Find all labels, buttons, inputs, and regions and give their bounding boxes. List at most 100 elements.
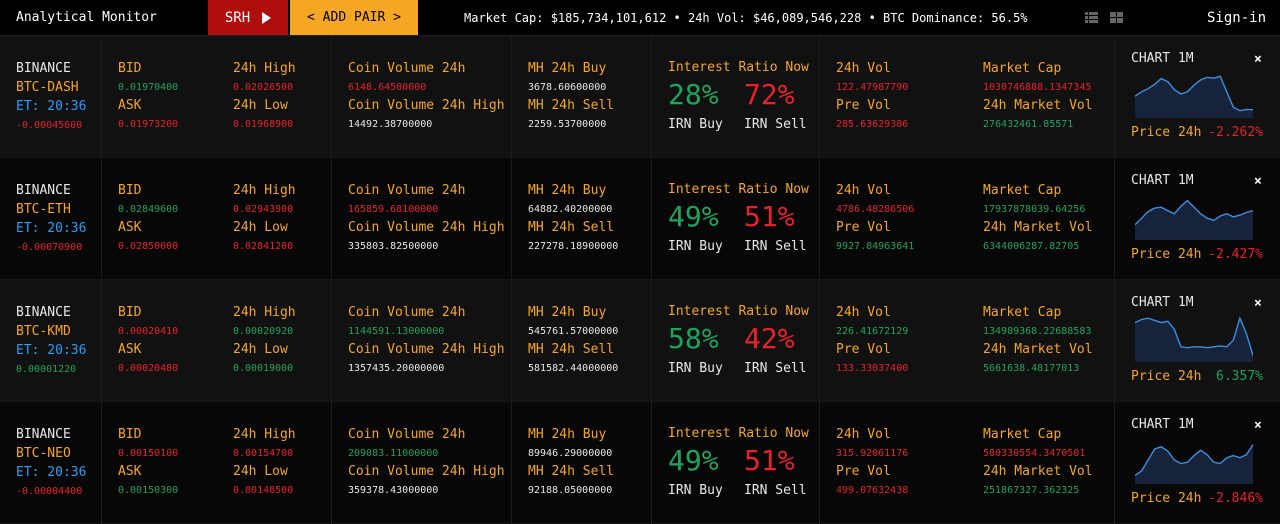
bid-ask-cell: BID 0.01970400 ASK 0.01973200 24h High 0…: [102, 36, 332, 157]
mcap-value: 580330554.3470501: [983, 448, 1086, 459]
mcap-label: Market Cap: [983, 61, 1062, 76]
mcap-vol-value: 276432461.85571: [983, 119, 1074, 130]
mh-buy-label: MH 24h Buy: [528, 427, 607, 442]
vol-value: 122.47987790: [836, 82, 909, 93]
mh-buy-value: 3678.60600000: [528, 82, 607, 93]
irn-title: Interest Ratio Now: [668, 60, 809, 75]
bid-value: 0.01970400: [118, 82, 179, 93]
add-pair-button[interactable]: < ADD PAIR >: [290, 0, 418, 35]
irn-buy-percent: 49%: [668, 200, 719, 233]
interest-ratio-cell: Interest Ratio Now 28% 72% IRN Buy IRN S…: [652, 36, 820, 157]
irn-sell-label: IRN Sell: [744, 483, 807, 498]
coin-vol-label: Coin Volume 24h: [348, 61, 466, 76]
coin-vol-high-value: 14492.38700000: [348, 119, 433, 130]
market-ticker: Market Cap: $185,734,101,612 • 24h Vol: …: [464, 11, 1028, 25]
pair-info-cell: BINANCE BTC-KMD ET: 20:36 0.00001220: [0, 280, 102, 401]
sparkline-line: [1135, 199, 1253, 226]
mh-sell-value: 2259.53700000: [528, 119, 607, 130]
pre-vol-label: Pre Vol: [836, 220, 891, 235]
pair-name[interactable]: BTC-NEO: [16, 446, 71, 461]
irn-buy-percent: 58%: [668, 322, 719, 355]
mcap-vol-value: 251867327.362325: [983, 485, 1080, 496]
volume-cap-cell: 24h Vol 226.41672129 Pre Vol 133.3303740…: [820, 280, 1115, 401]
et-time: ET: 20:36: [16, 221, 87, 236]
ask-label: ASK: [118, 342, 142, 357]
pair-name[interactable]: BTC-KMD: [16, 324, 71, 339]
mh-cell: MH 24h Buy 64882.40200000 MH 24h Sell 22…: [512, 158, 652, 279]
chart-title: CHART 1M: [1131, 295, 1194, 310]
sparkline-line: [1135, 316, 1253, 356]
low-label: 24h Low: [233, 342, 288, 357]
irn-title: Interest Ratio Now: [668, 304, 809, 319]
sparkline-line: [1135, 444, 1253, 476]
irn-sell-percent: 72%: [744, 78, 795, 111]
interest-ratio-cell: Interest Ratio Now 58% 42% IRN Buy IRN S…: [652, 280, 820, 401]
mcap-value: 134989368.22688583: [983, 326, 1092, 337]
bid-label: BID: [118, 427, 142, 442]
pair-name[interactable]: BTC-ETH: [16, 202, 71, 217]
close-icon[interactable]: ×: [1254, 52, 1262, 67]
vol-label: 24h Vol: [836, 183, 891, 198]
interest-ratio-cell: Interest Ratio Now 49% 51% IRN Buy IRN S…: [652, 402, 820, 523]
ask-label: ASK: [118, 220, 142, 235]
exchange-name: BINANCE: [16, 61, 71, 76]
pair-row: BINANCE BTC-DASH ET: 20:36 -0.00045600 B…: [0, 36, 1280, 158]
low-label: 24h Low: [233, 98, 288, 113]
view-toggle: [1085, 12, 1123, 23]
mh-buy-value: 89946.29000000: [528, 448, 613, 459]
mh-buy-value: 545761.57000000: [528, 326, 619, 337]
pair-row: BINANCE BTC-NEO ET: 20:36 -0.00004400 BI…: [0, 402, 1280, 524]
coin-vol-high-label: Coin Volume 24h High: [348, 98, 505, 113]
low-value: 0.00148500: [233, 485, 294, 496]
ask-value: 0.00020480: [118, 363, 179, 374]
pair-row: BINANCE BTC-KMD ET: 20:36 0.00001220 BID…: [0, 280, 1280, 402]
mh-cell: MH 24h Buy 545761.57000000 MH 24h Sell 5…: [512, 280, 652, 401]
coin-vol-high-value: 359378.43000000: [348, 485, 439, 496]
sparkline-chart: [1135, 444, 1253, 484]
coin-vol-high-value: 335803.82500000: [348, 241, 439, 252]
irn-sell-percent: 51%: [744, 444, 795, 477]
pairs-table: BINANCE BTC-DASH ET: 20:36 -0.00045600 B…: [0, 36, 1280, 524]
irn-title: Interest Ratio Now: [668, 182, 809, 197]
grid-view-icon[interactable]: [1110, 12, 1123, 23]
mcap-value: 1030746888.1347345: [983, 82, 1092, 93]
pre-vol-value: 499.07632438: [836, 485, 909, 496]
coin-vol-label: Coin Volume 24h: [348, 305, 466, 320]
ask-value: 0.02850000: [118, 241, 179, 252]
coin-volume-cell: Coin Volume 24h 165859.68100000 Coin Vol…: [332, 158, 512, 279]
mcap-vol-value: 5661638.48177013: [983, 363, 1080, 374]
close-icon[interactable]: ×: [1254, 174, 1262, 189]
bid-label: BID: [118, 305, 142, 320]
pre-vol-value: 9927.84963641: [836, 241, 915, 252]
pair-name[interactable]: BTC-DASH: [16, 80, 79, 95]
low-value: 0.01968900: [233, 119, 294, 130]
sparkline-area: [1135, 318, 1253, 362]
mcap-vol-value: 6344006287.82705: [983, 241, 1080, 252]
coin-vol-value: 6148.64500000: [348, 82, 427, 93]
ask-label: ASK: [118, 98, 142, 113]
exchange-name: BINANCE: [16, 183, 71, 198]
pre-vol-label: Pre Vol: [836, 342, 891, 357]
bid-value: 0.00020410: [118, 326, 179, 337]
mh-sell-value: 581582.44000000: [528, 363, 619, 374]
irn-buy-label: IRN Buy: [668, 361, 723, 376]
srh-button[interactable]: SRH: [208, 0, 288, 35]
change-value: -0.00070900: [16, 242, 83, 253]
sign-in-link[interactable]: Sign-in: [1207, 10, 1267, 26]
mcap-vol-label: 24h Market Vol: [983, 464, 1093, 479]
vol-label: 24h Vol: [836, 305, 891, 320]
ask-value: 0.01973200: [118, 119, 179, 130]
price-change-value: -2.427%: [1208, 247, 1263, 262]
list-view-icon[interactable]: [1085, 12, 1098, 23]
irn-sell-percent: 42%: [744, 322, 795, 355]
mcap-vol-label: 24h Market Vol: [983, 220, 1093, 235]
chart-cell: CHART 1M × Price 24h -2.262%: [1115, 36, 1280, 157]
mh-sell-value: 92188.05000000: [528, 485, 613, 496]
close-icon[interactable]: ×: [1254, 296, 1262, 311]
play-icon: [262, 11, 272, 24]
ask-value: 0.00150300: [118, 485, 179, 496]
coin-vol-label: Coin Volume 24h: [348, 427, 466, 442]
close-icon[interactable]: ×: [1254, 418, 1262, 433]
et-time: ET: 20:36: [16, 343, 87, 358]
bid-ask-cell: BID 0.00020410 ASK 0.00020480 24h High 0…: [102, 280, 332, 401]
